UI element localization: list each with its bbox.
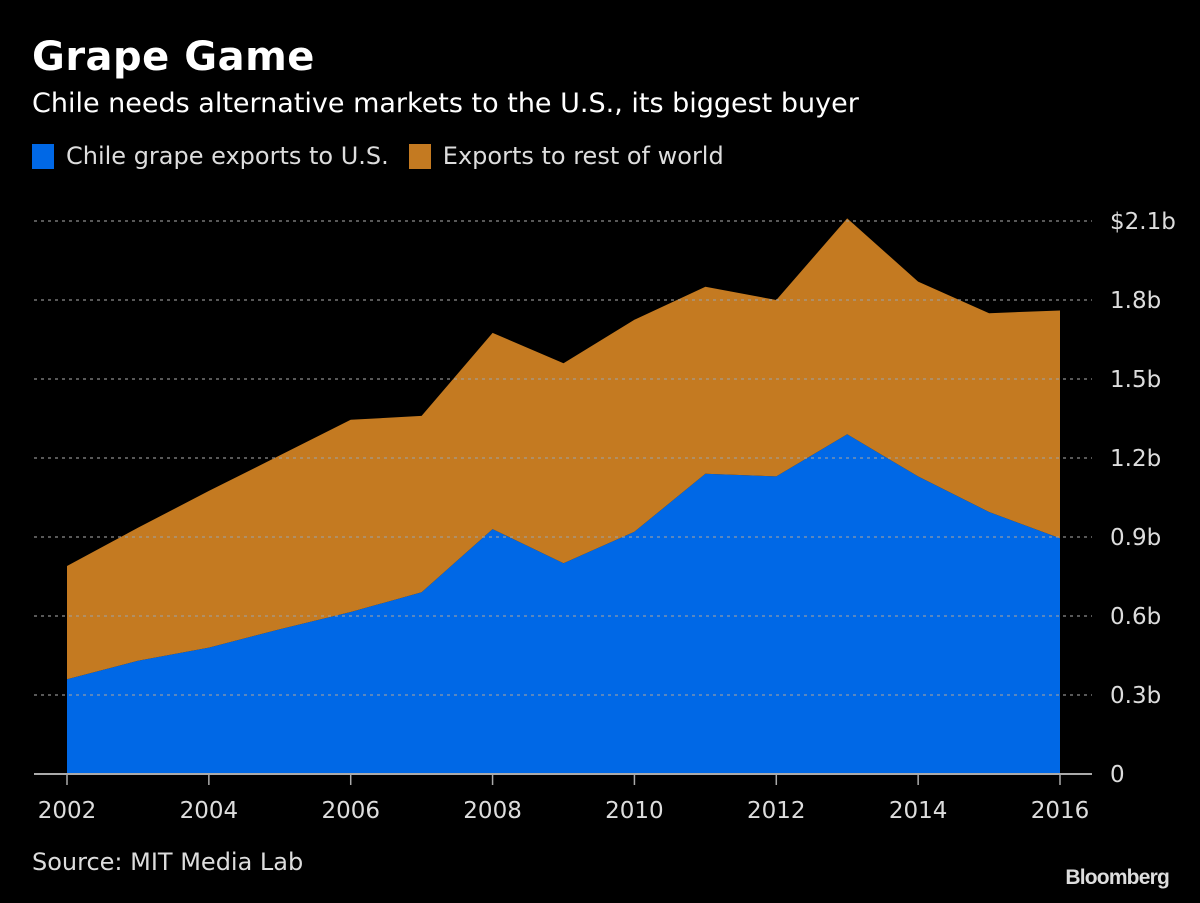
area-layer (67, 218, 1060, 774)
legend: Chile grape exports to U.S. Exports to r… (32, 142, 744, 170)
x-tick-label: 2012 (747, 798, 806, 824)
chart-title: Grape Game (32, 34, 315, 80)
y-tick-label: $2.1b (1110, 209, 1176, 235)
bloomberg-logo: Bloomberg (1065, 866, 1169, 889)
y-tick-label: 0.3b (1110, 683, 1161, 709)
legend-item-us: Chile grape exports to U.S. (32, 142, 389, 170)
y-tick-label: 0 (1110, 762, 1125, 788)
legend-item-rest-of-world: Exports to rest of world (408, 142, 724, 170)
chart-subtitle: Chile needs alternative markets to the U… (32, 88, 859, 119)
area-series-rest-of-world (67, 218, 1060, 680)
grid-layer (34, 220, 1092, 696)
x-tick-label: 2002 (38, 798, 97, 824)
y-tick-label: 1.5b (1110, 367, 1161, 393)
legend-swatch-rest-of-world (408, 143, 431, 169)
y-tick-label: 1.8b (1110, 288, 1161, 314)
x-tick-label: 2006 (321, 798, 380, 824)
x-tick-label: 2016 (1031, 798, 1090, 824)
x-tick-label: 2004 (180, 798, 239, 824)
x-tick-label: 2010 (605, 798, 664, 824)
y-tick-label: 0.6b (1110, 604, 1161, 630)
legend-swatch-us (32, 143, 54, 169)
legend-label-rest-of-world: Exports to rest of world (442, 142, 724, 170)
y-tick-label: 1.2b (1110, 446, 1161, 472)
x-tick-label: 2014 (889, 798, 948, 824)
source-note: Source: MIT Media Lab (32, 848, 304, 876)
x-axis: 2002 2004 2006 2008 2010 2012 2014 2016 (34, 773, 1092, 824)
y-tick-label: 0.9b (1110, 525, 1161, 551)
x-tick-label: 2008 (463, 798, 522, 824)
area-series-us (67, 434, 1060, 774)
legend-label-us: Chile grape exports to U.S. (66, 142, 389, 170)
y-axis: 0 0.3b 0.6b 0.9b 1.2b 1.5b 1.8b $2.1b (1110, 209, 1176, 788)
